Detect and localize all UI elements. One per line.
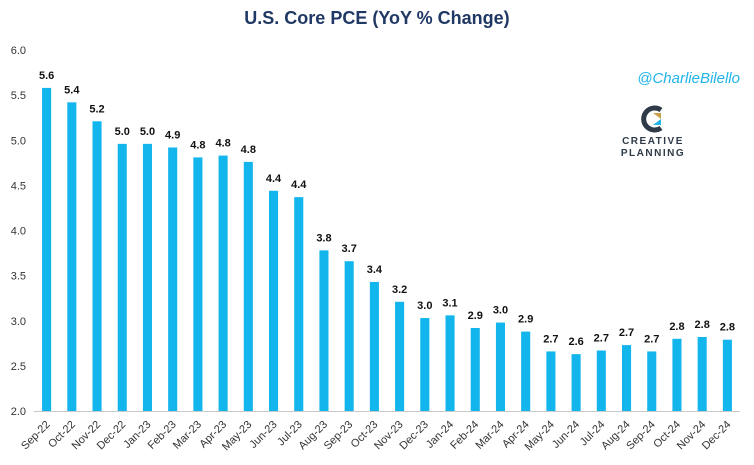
- logo-text-line1: CREATIVE: [622, 136, 684, 147]
- creative-planning-logo-icon: [640, 104, 666, 134]
- bar: [218, 155, 228, 411]
- value-label: 4.4: [266, 173, 282, 185]
- bar: [445, 315, 455, 411]
- bar: [470, 327, 480, 411]
- value-label: 3.4: [367, 264, 383, 276]
- x-tick-label: Sep-24: [624, 419, 658, 453]
- x-tick-label: Sep-23: [322, 419, 356, 453]
- value-label: 2.8: [720, 322, 735, 334]
- y-tick-label: 2.5: [11, 361, 26, 373]
- y-tick-label: 3.5: [11, 271, 26, 283]
- bar: [243, 161, 253, 411]
- value-label: 2.7: [543, 333, 558, 345]
- value-label: 4.8: [215, 138, 230, 150]
- bar: [722, 339, 732, 411]
- value-label: 5.6: [39, 70, 54, 82]
- value-label: 3.7: [342, 243, 357, 255]
- value-label: 2.8: [695, 319, 710, 331]
- value-label: 4.9: [165, 129, 180, 141]
- value-label: 3.1: [442, 297, 457, 309]
- bar: [268, 190, 279, 411]
- value-label: 5.0: [140, 126, 155, 138]
- x-tick-label: Mar-23: [171, 419, 204, 452]
- bar: [697, 336, 707, 411]
- value-label: 3.0: [417, 300, 432, 312]
- bar: [168, 147, 178, 411]
- bar: [142, 143, 153, 412]
- bar: [117, 143, 127, 412]
- value-label: 2.7: [644, 333, 659, 345]
- bar: [395, 301, 405, 411]
- bar: [42, 87, 52, 411]
- bar: [319, 250, 329, 411]
- x-tick-label: Jun-23: [247, 419, 279, 451]
- x-tick-label: Sep-22: [19, 419, 53, 453]
- bar: [193, 157, 203, 411]
- bar: [621, 345, 632, 411]
- value-label: 2.6: [568, 336, 583, 348]
- bar: [420, 318, 430, 411]
- bar: [67, 102, 77, 411]
- bar: [294, 197, 304, 411]
- value-label: 2.7: [594, 333, 609, 345]
- bar: [344, 261, 354, 411]
- x-tick-label: Dec-23: [397, 419, 431, 453]
- y-tick-label: 4.5: [11, 180, 26, 192]
- value-label: 2.9: [468, 310, 483, 322]
- y-tick-label: 4.0: [11, 226, 26, 238]
- bars: [42, 87, 732, 412]
- bar: [521, 331, 531, 411]
- x-tick-label: Dec-22: [95, 419, 129, 453]
- bar: [672, 338, 682, 411]
- x-axis: Sep-22Oct-22Nov-22Dec-22Jan-23Feb-23Mar-…: [19, 411, 740, 453]
- value-label: 3.8: [316, 232, 331, 244]
- y-tick-label: 5.0: [11, 135, 26, 147]
- y-tick-label: 2.0: [11, 406, 26, 418]
- value-label: 3.2: [392, 284, 407, 296]
- x-tick-label: Dec-24: [700, 419, 734, 453]
- bar: [92, 121, 102, 412]
- creative-planning-logo: CREATIVE PLANNING: [598, 104, 708, 160]
- x-tick-label: Jun-24: [550, 419, 582, 451]
- value-label: 5.4: [64, 84, 80, 96]
- bar: [546, 351, 556, 411]
- bar: [571, 354, 581, 411]
- value-labels: 5.6 5.4 5.2 5.0 5.0 4.9 4.8 4.8 4.8 4.4 4.4 3.8 3.7 3…: [39, 70, 735, 348]
- value-label: 2.8: [669, 321, 684, 333]
- bar: [596, 350, 606, 411]
- value-label: 2.9: [518, 314, 533, 326]
- x-tick-label: Mar-24: [473, 419, 506, 452]
- value-label: 4.8: [241, 144, 256, 156]
- y-axis: 2.0 2.5 3.0 3.5 4.0 4.5 5.0 5.5 6.0: [11, 45, 26, 418]
- value-label: 5.0: [115, 126, 130, 138]
- y-tick-label: 3.0: [11, 316, 26, 328]
- y-tick-label: 6.0: [11, 45, 26, 57]
- bar: [647, 351, 657, 411]
- y-tick-label: 5.5: [11, 90, 26, 102]
- logo-text-line2: PLANNING: [620, 148, 686, 159]
- bar: [495, 322, 506, 411]
- chart-title: U.S. Core PCE (YoY % Change): [244, 8, 510, 28]
- value-label: 2.7: [619, 327, 634, 339]
- value-label: 5.2: [89, 103, 104, 115]
- bar: [369, 281, 379, 411]
- value-label: 4.8: [190, 139, 205, 151]
- author-handle: @CharlieBilello: [637, 70, 740, 87]
- value-label: 3.0: [493, 305, 508, 317]
- value-label: 4.4: [291, 179, 307, 191]
